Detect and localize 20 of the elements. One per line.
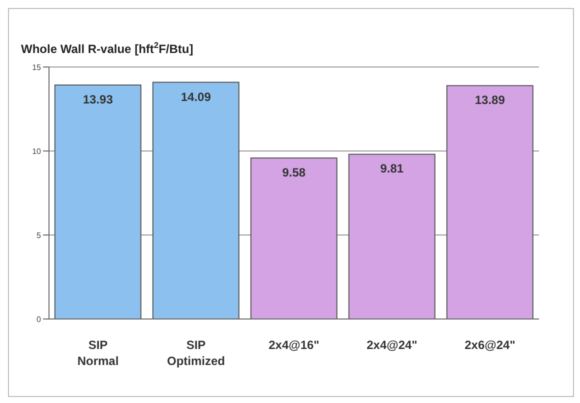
data-label: 9.58 <box>282 166 306 180</box>
data-label: 13.93 <box>82 92 114 106</box>
chart-title: Whole Wall R-value [hft$^{2}$F/Btu] <box>21 40 194 56</box>
y-tick-label: 5 <box>36 230 42 240</box>
bar <box>54 84 142 319</box>
data-label: 9.81 <box>380 162 404 176</box>
data-label: 14.09 <box>180 90 212 104</box>
bar <box>250 158 338 319</box>
x-tick-label: 2x4@16" <box>268 338 320 352</box>
data-label: 13.89 <box>474 93 506 108</box>
y-tick-label: 10 <box>32 146 42 156</box>
x-tick-label: 2x4@24" <box>366 338 418 352</box>
x-tick-label: 2x6@24" <box>464 338 516 352</box>
y-tick-label: 15 <box>32 62 42 72</box>
bar <box>348 154 436 319</box>
y-tick-label: 0 <box>36 314 42 324</box>
bar <box>152 82 240 319</box>
x-tick-label: SIP Optimized <box>166 338 226 368</box>
x-tick-label: SIP Normal <box>77 338 119 368</box>
bar <box>446 85 534 319</box>
